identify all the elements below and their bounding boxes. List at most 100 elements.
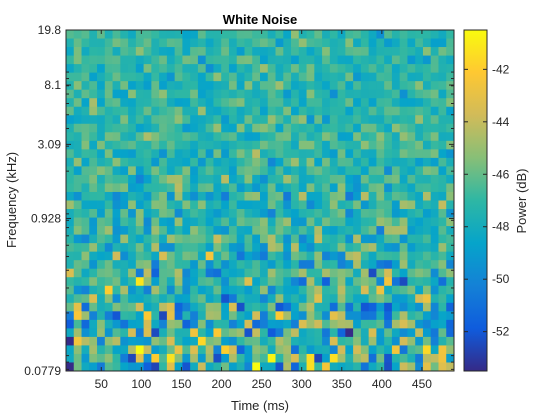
heatmap-cell xyxy=(446,319,455,329)
heatmap-cell xyxy=(166,311,176,321)
heatmap-cell xyxy=(345,294,354,304)
heatmap-cell xyxy=(151,81,160,91)
heatmap-cell xyxy=(353,174,362,184)
heatmap-cell xyxy=(244,166,253,176)
heatmap-cell xyxy=(205,47,214,56)
heatmap-cell xyxy=(422,149,432,159)
heatmap-cell xyxy=(166,200,176,210)
heatmap-cell xyxy=(81,336,90,346)
heatmap-cell xyxy=(384,268,393,278)
heatmap-cell xyxy=(244,353,253,363)
heatmap-cell xyxy=(81,353,90,363)
heatmap-cell xyxy=(120,362,129,372)
heatmap-cell xyxy=(228,166,238,176)
heatmap-cell xyxy=(166,234,176,244)
heatmap-cell xyxy=(236,217,245,227)
heatmap-cell xyxy=(166,81,176,91)
heatmap-cell xyxy=(407,260,416,270)
heatmap-cell xyxy=(228,294,238,304)
heatmap-cell xyxy=(135,302,144,312)
heatmap-cell xyxy=(291,277,300,287)
heatmap-cell xyxy=(345,285,354,295)
heatmap-cell xyxy=(252,251,261,261)
heatmap-cell xyxy=(190,336,199,346)
heatmap-cell xyxy=(89,319,98,329)
heatmap-cell xyxy=(384,243,393,253)
heatmap-cell xyxy=(267,328,276,338)
x-tick-label: 250 xyxy=(252,377,272,391)
heatmap-cell xyxy=(306,209,315,218)
heatmap-cell xyxy=(236,319,245,329)
heatmap-cell xyxy=(337,132,346,142)
heatmap-cell xyxy=(205,140,214,150)
heatmap-cell xyxy=(298,30,307,39)
heatmap-cell xyxy=(143,47,152,56)
heatmap-cell xyxy=(384,174,393,184)
heatmap-cell xyxy=(329,294,338,304)
heatmap-cell xyxy=(322,217,331,227)
heatmap-cell xyxy=(438,302,447,312)
heatmap-cell xyxy=(120,200,129,210)
heatmap-cell xyxy=(260,140,269,150)
heatmap-cell xyxy=(135,268,144,278)
heatmap-cell xyxy=(166,243,176,253)
heatmap-cell xyxy=(368,234,377,244)
heatmap-cell xyxy=(399,38,408,48)
heatmap-cell xyxy=(182,362,191,372)
x-tick-label: 400 xyxy=(372,377,392,391)
heatmap-cell xyxy=(197,345,207,355)
heatmap-cell xyxy=(391,226,401,236)
heatmap-cell xyxy=(128,345,137,355)
heatmap-cell xyxy=(353,294,362,304)
heatmap-cell xyxy=(128,226,137,236)
heatmap-cell xyxy=(376,353,385,363)
heatmap-cell xyxy=(135,311,144,321)
heatmap-cell xyxy=(446,285,455,295)
heatmap-cell xyxy=(197,30,207,39)
heatmap-cell xyxy=(73,285,82,295)
heatmap-cell xyxy=(128,157,137,167)
heatmap-cell xyxy=(73,328,82,338)
heatmap-cell xyxy=(159,200,168,210)
heatmap-cell xyxy=(275,64,284,74)
heatmap-cell xyxy=(384,157,393,167)
heatmap-cell xyxy=(283,362,292,372)
heatmap-cell xyxy=(236,285,245,295)
heatmap-cell xyxy=(190,345,199,355)
heatmap-cell xyxy=(182,268,191,278)
heatmap-cell xyxy=(104,362,113,372)
heatmap-cell xyxy=(399,30,408,39)
heatmap-cell xyxy=(89,362,98,372)
heatmap-cell xyxy=(244,302,253,312)
heatmap-cell xyxy=(329,319,338,329)
heatmap-cell xyxy=(384,209,393,218)
heatmap-cell xyxy=(422,217,432,227)
heatmap-cell xyxy=(337,260,346,270)
heatmap-cell xyxy=(298,268,307,278)
heatmap-cell xyxy=(422,106,432,116)
heatmap-cell xyxy=(236,260,245,270)
heatmap-cell xyxy=(112,30,121,39)
heatmap-cell xyxy=(291,81,300,91)
heatmap-cell xyxy=(81,302,90,312)
heatmap-cell xyxy=(174,64,183,74)
heatmap-cell xyxy=(329,64,338,74)
heatmap-cell xyxy=(399,336,408,346)
heatmap-cell xyxy=(190,217,199,227)
heatmap-cell xyxy=(446,260,455,270)
heatmap-cell xyxy=(81,217,90,227)
heatmap-cell xyxy=(97,55,106,65)
heatmap-cell xyxy=(430,72,439,82)
heatmap-cell xyxy=(353,47,362,56)
heatmap-cell xyxy=(446,64,455,74)
heatmap-cell xyxy=(306,191,315,201)
heatmap-cell xyxy=(197,123,207,133)
heatmap-cell xyxy=(213,260,222,270)
heatmap-cell xyxy=(97,166,106,176)
heatmap-cell xyxy=(368,106,377,116)
heatmap-cell xyxy=(244,260,253,270)
heatmap-cell xyxy=(415,183,424,193)
heatmap-cell xyxy=(73,277,82,287)
heatmap-cell xyxy=(322,285,331,295)
heatmap-cell xyxy=(174,47,183,56)
